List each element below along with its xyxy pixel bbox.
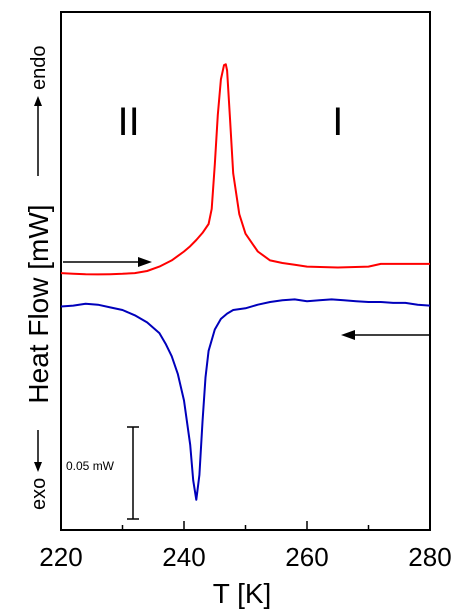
x-tick-label: 220 <box>39 542 82 572</box>
y-label-exo: exo <box>28 478 50 510</box>
plot-frame <box>60 11 431 531</box>
x-tick-label: 280 <box>408 542 451 572</box>
y-label-main: Heat Flow [mW] <box>23 204 54 403</box>
cooling-direction-arrow <box>341 330 429 340</box>
x-tick-label: 260 <box>285 542 328 572</box>
scale-bar: 0.05 mW <box>66 426 139 520</box>
x-tick-label: 240 <box>162 542 205 572</box>
phase-label-i: I <box>332 100 343 144</box>
y-axis-label: exo Heat Flow [mW] endo <box>23 46 54 511</box>
heating-direction-arrow <box>63 257 152 267</box>
series-line-cooling <box>60 298 431 501</box>
y-label-endo: endo <box>28 46 50 91</box>
x-axis-title: T [K] <box>213 578 272 609</box>
phase-label-ii: II <box>118 100 140 144</box>
data-series <box>60 63 431 501</box>
scale-bar-label: 0.05 mW <box>66 459 115 473</box>
x-axis: 220 240 260 280 <box>39 521 452 572</box>
series-line-heating <box>60 63 430 276</box>
